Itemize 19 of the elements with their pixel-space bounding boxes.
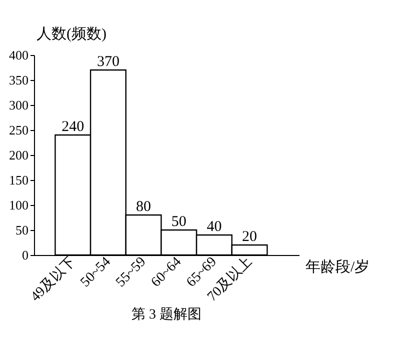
y-tick-label: 300 xyxy=(9,98,28,112)
y-axis-title: 人数(频数) xyxy=(36,26,106,42)
data-label: 240 xyxy=(62,119,84,135)
y-tick-label: 100 xyxy=(9,198,28,212)
x-tick-label: 49及以下 xyxy=(28,254,79,305)
y-tick-label: 200 xyxy=(9,148,28,162)
data-label: 40 xyxy=(206,219,222,235)
y-tick-label: 50 xyxy=(16,222,28,238)
data-label: 50 xyxy=(171,214,186,230)
data-label: 370 xyxy=(96,54,120,70)
data-label: 80 xyxy=(136,199,152,215)
y-tick-label: 0 xyxy=(22,248,28,262)
text: 第 3 题解图 xyxy=(132,306,202,323)
y-tick-label: 400 xyxy=(9,48,28,62)
y-tick-label: 250 xyxy=(9,122,28,138)
x-axis-title: 年龄段/岁 xyxy=(306,258,370,276)
y-tick-label: 150 xyxy=(9,172,28,188)
data-label: 20 xyxy=(242,229,258,245)
y-tick-label: 350 xyxy=(9,72,28,88)
